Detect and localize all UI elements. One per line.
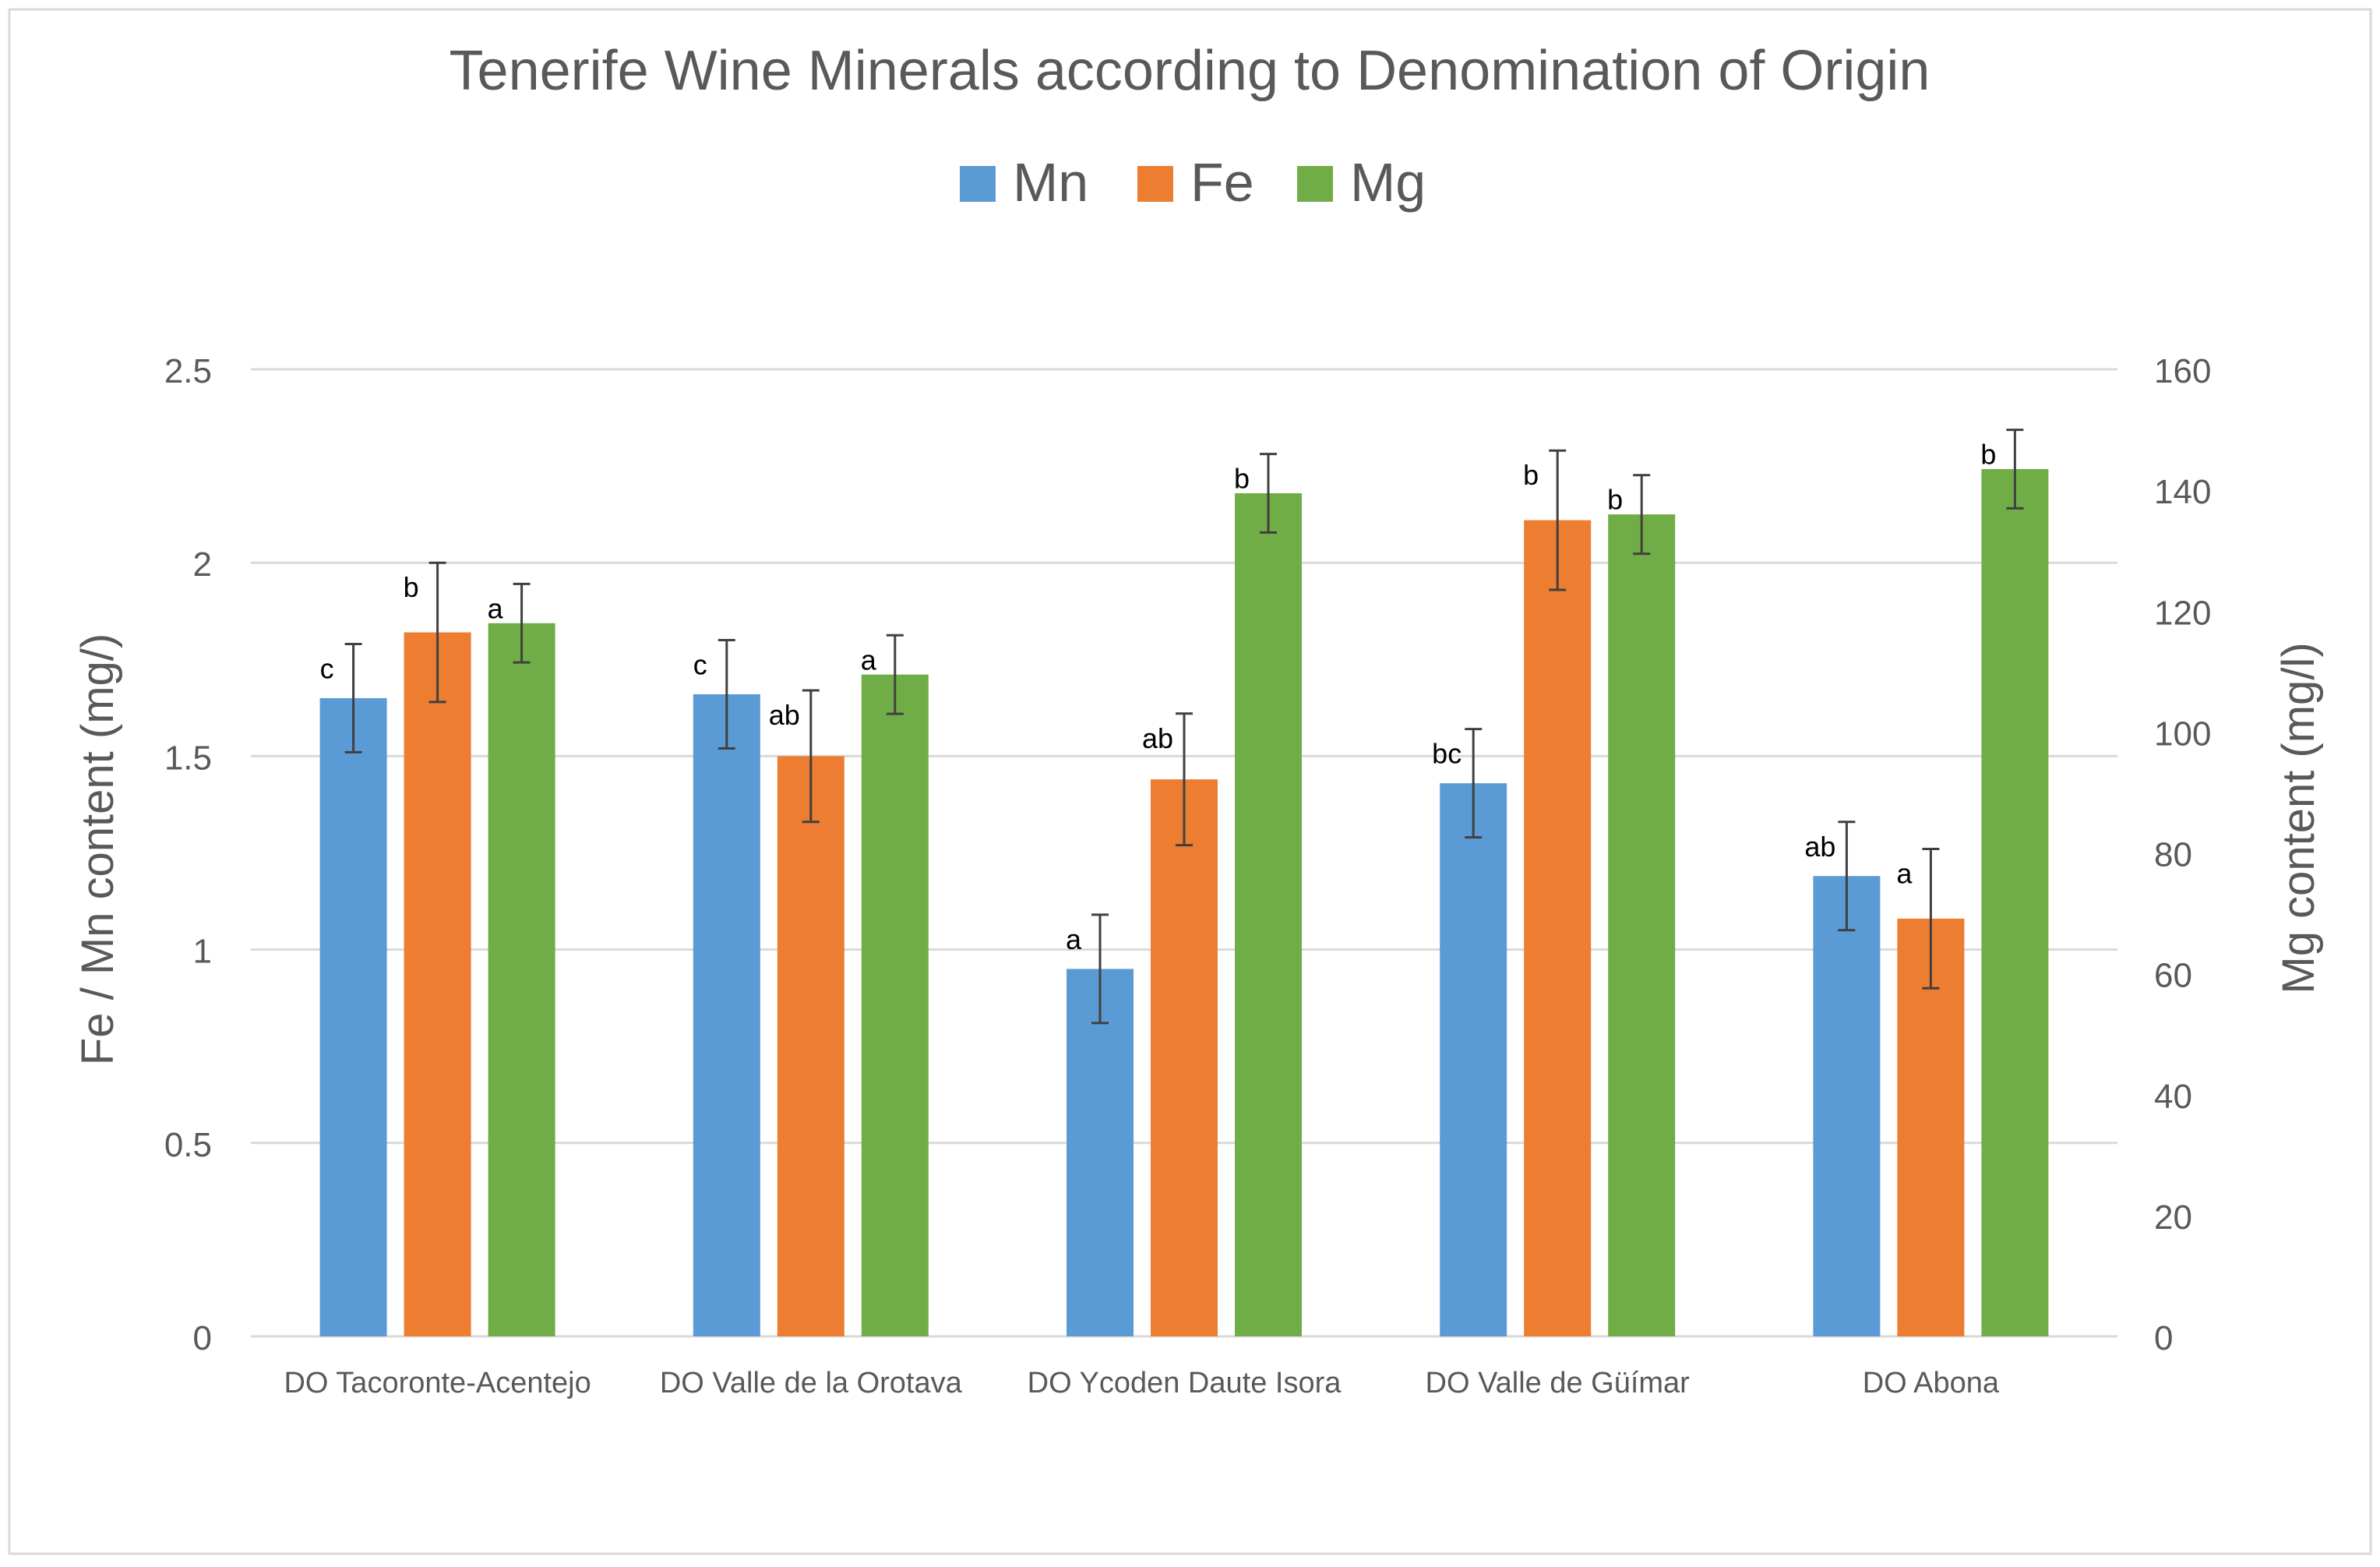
category-label: DO Abona [1863,1367,2000,1399]
right-tick-label: 140 [2154,473,2211,511]
bar-fe [777,756,844,1336]
bar-mg [1981,468,2049,1336]
legend-label-mn: Mn [1013,152,1088,213]
significance-letter: ab [1142,722,1173,754]
significance-letter: b [404,571,419,603]
right-tick-label: 80 [2154,836,2192,874]
bar-fe [404,632,471,1336]
category-label: DO Valle de la Orotava [660,1367,963,1399]
right-axis-label: Mg content (mg/l) [2273,642,2324,993]
significance-letter: ab [769,699,800,731]
bar-mg [861,674,929,1336]
left-axis-label: Fe / Mn content (mg/) [72,634,123,1065]
legend: Mn Fe Mg [960,152,1426,213]
right-tick-label: 40 [2154,1078,2192,1116]
legend-label-fe: Fe [1190,152,1254,213]
legend-swatch-mg [1297,166,1333,202]
gridlines [251,368,2117,1338]
bar-mn [1440,783,1507,1336]
left-tick-label: 0.5 [164,1126,212,1164]
right-tick-label: 160 [2154,352,2211,390]
category-label: DO Ycoden Daute Isora [1028,1367,1342,1399]
category-label: DO Valle de Güímar [1426,1367,1691,1399]
right-tick-label: 20 [2154,1198,2192,1237]
legend-swatch-mn [960,166,996,202]
right-tick-label: 0 [2154,1319,2173,1357]
bar-mn [693,694,760,1336]
left-axis-ticks: 0 0.5 1 1.5 2 2.5 [164,352,212,1357]
significance-letter: b [1523,459,1539,491]
right-tick-label: 60 [2154,957,2192,995]
right-tick-label: 120 [2154,594,2211,632]
left-tick-label: 0 [193,1319,212,1357]
left-tick-label: 1.5 [164,739,212,777]
significance-letter: a [861,644,877,676]
significance-letter: ab [1804,831,1835,863]
significance-letter: b [1234,463,1250,495]
legend-swatch-fe [1137,166,1173,202]
bar-fe [1524,520,1592,1337]
significance-letter: b [1607,484,1623,516]
left-tick-label: 2 [193,545,212,584]
bar-fe [1151,779,1218,1336]
bar-mg [488,623,555,1336]
legend-label-mg: Mg [1350,152,1426,213]
significance-letter: c [320,652,334,684]
significance-letter: a [1896,858,1913,890]
bar-mn [1813,876,1881,1336]
chart-title: Tenerife Wine Minerals according to Deno… [450,40,1930,102]
category-label: DO Tacoronte-Acentejo [284,1367,591,1399]
significance-letter: b [1980,439,1996,471]
left-tick-label: 2.5 [164,352,212,390]
significance-letter: c [693,648,707,680]
bar-mn [1067,969,1134,1336]
significance-letter: a [1066,923,1082,955]
bar-mn [319,697,387,1336]
right-axis-ticks: 0 20 40 60 80 100 120 140 160 [2154,352,2211,1357]
bar-mg [1608,514,1676,1336]
right-tick-label: 100 [2154,715,2211,753]
left-tick-label: 1 [193,933,212,971]
bar-mg [1235,493,1302,1336]
category-labels: DO Tacoronte-Acentejo DO Valle de la Orot… [284,1367,1999,1399]
significance-letter: bc [1432,738,1461,770]
significance-letter: a [488,592,504,624]
